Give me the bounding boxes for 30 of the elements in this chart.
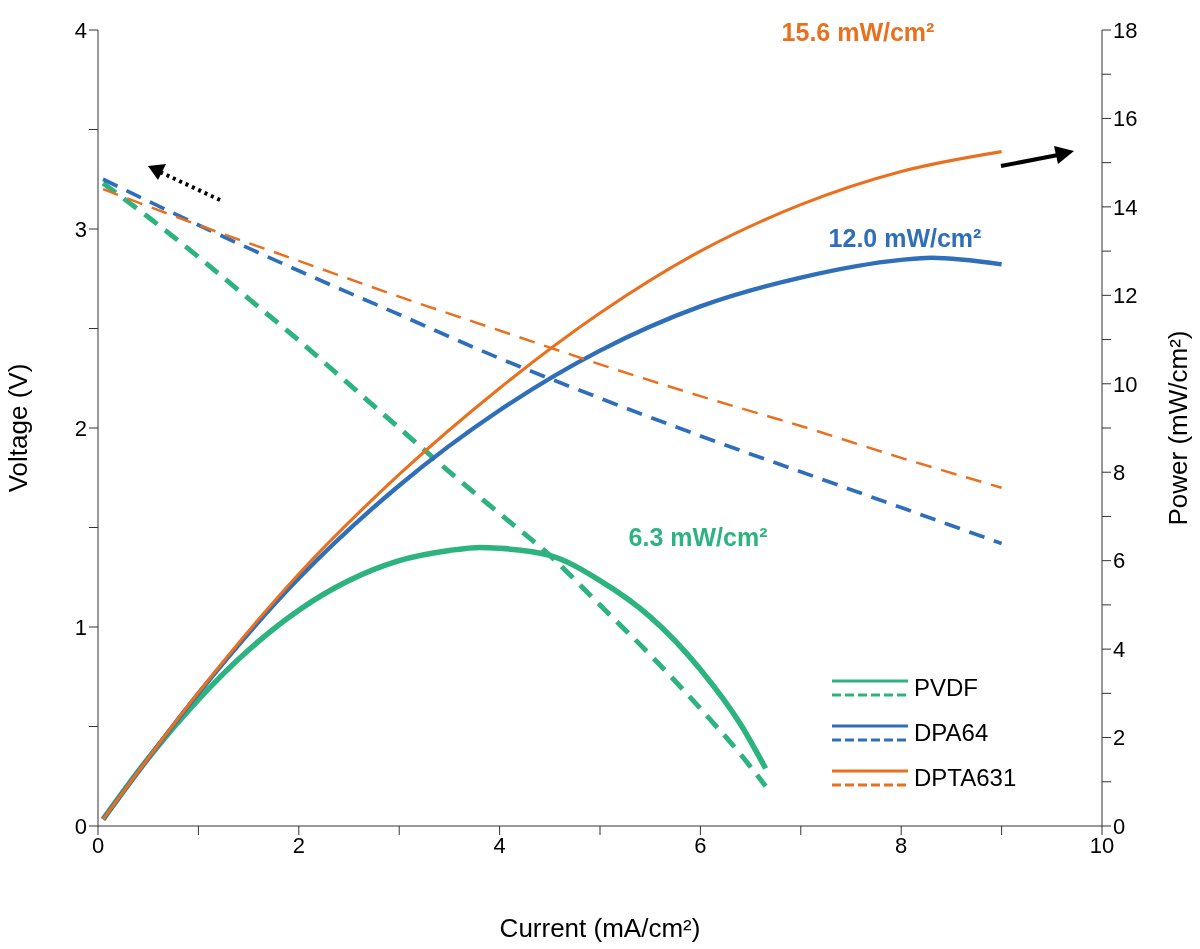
x-tick-label: 4 <box>493 832 506 858</box>
y2-tick-label: 14 <box>1113 194 1138 220</box>
annotation: 15.6 mW/cm² <box>781 18 935 46</box>
y2-tick-label: 2 <box>1113 725 1126 751</box>
x-tick-label: 2 <box>292 832 305 858</box>
y2-tick-label: 8 <box>1113 460 1126 486</box>
y2-tick-label: 18 <box>1113 17 1138 43</box>
x-tick-label: 6 <box>694 832 707 858</box>
legend-label: DPA64 <box>914 718 989 747</box>
y-tick-label: 0 <box>74 813 87 839</box>
y2-tick-label: 10 <box>1113 371 1138 397</box>
y2-tick-label: 0 <box>1113 813 1126 839</box>
x-tick-label: 10 <box>1089 832 1115 858</box>
y-tick-label: 1 <box>74 614 87 640</box>
x-axis-title: Current (mA/cm²) <box>499 913 701 943</box>
y2-tick-label: 4 <box>1113 636 1126 662</box>
y2-axis-title: Power (mW/cm²) <box>1163 330 1194 526</box>
legend-label: PVDF <box>914 673 979 702</box>
annotation: 6.3 mW/cm² <box>628 523 768 551</box>
y2-tick-label: 16 <box>1113 106 1138 132</box>
y-tick-label: 3 <box>74 216 87 242</box>
y-tick-label: 4 <box>74 17 87 43</box>
y-tick-label: 2 <box>74 415 87 441</box>
x-tick-label: 0 <box>91 832 105 858</box>
y-axis-title: Voltage (V) <box>3 363 34 493</box>
legend-label: DPTA631 <box>914 763 1017 792</box>
x-tick-label: 8 <box>895 832 908 858</box>
y2-tick-label: 12 <box>1113 283 1138 309</box>
annotation: 12.0 mW/cm² <box>828 224 982 252</box>
y2-tick-label: 6 <box>1113 548 1126 574</box>
